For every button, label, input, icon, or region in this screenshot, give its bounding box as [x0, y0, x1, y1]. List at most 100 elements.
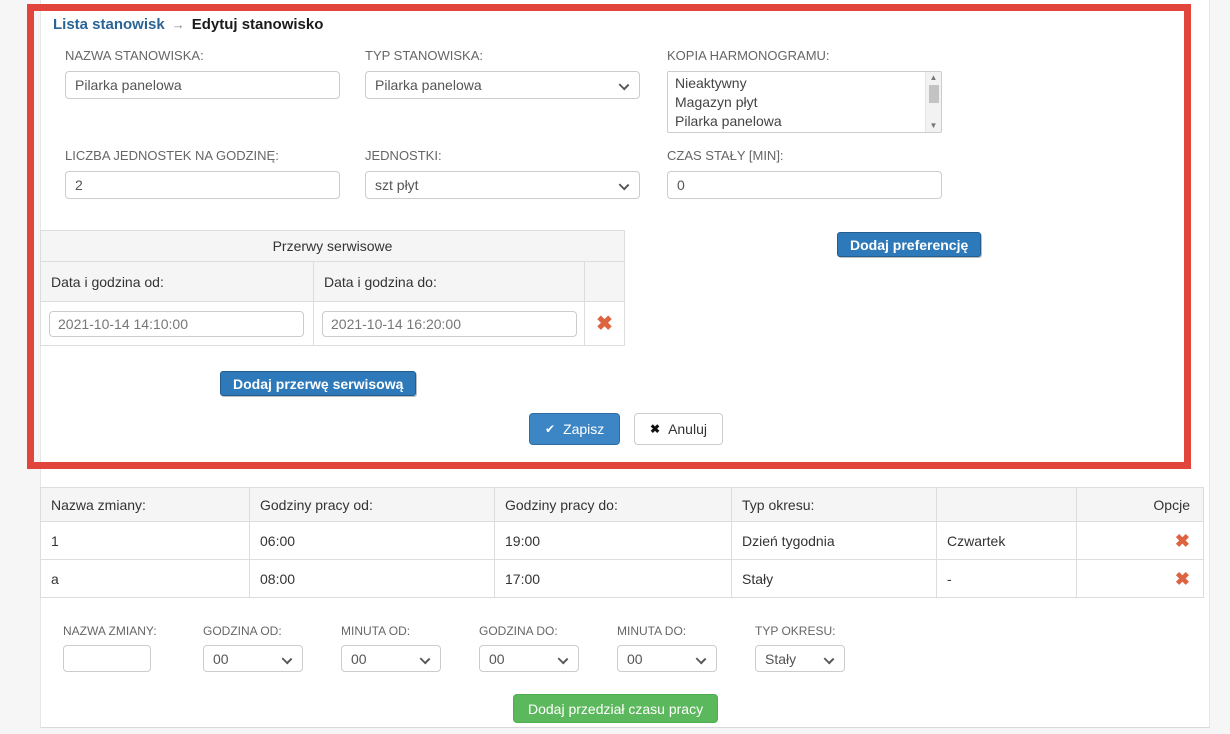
listbox-option[interactable]: Nieaktywny — [675, 75, 747, 91]
col-opcje: Opcje — [1076, 487, 1204, 522]
kopia-harmonogramu-label: KOPIA HARMONOGRAMU: — [667, 48, 830, 63]
field-czas-staly: CZAS STAŁY [MIN]: — [667, 148, 942, 199]
service-breaks-col-to: Data i godzina do: — [313, 261, 585, 302]
service-breaks-col-from: Data i godzina od: — [40, 261, 314, 302]
field-typ-okresu: TYP OKRESU: Stały — [755, 624, 845, 672]
scroll-down-icon[interactable]: ▼ — [929, 121, 938, 130]
shift-from-cell: 06:00 — [249, 521, 495, 560]
kopia-harmonogramu-listbox[interactable]: Nieaktywny Magazyn płyt Pilarka panelowa… — [667, 71, 942, 133]
break-from-cell — [40, 301, 314, 346]
breadcrumb-arrow-icon: → — [171, 17, 185, 32]
cancel-button[interactable]: ✖ Anuluj — [634, 413, 723, 445]
col-period-value — [936, 487, 1077, 522]
field-godzina-do: GODZINA DO: 00 — [479, 624, 579, 672]
nazwa-zmiany-label: NAZWA ZMIANY: — [63, 624, 157, 638]
delete-shift-icon[interactable]: ✖ — [1174, 530, 1190, 551]
typ-okresu-selected-value: Stały — [765, 650, 797, 667]
field-jednostki: JEDNOSTKI: szt płyt — [365, 148, 640, 199]
chevron-down-icon — [557, 653, 569, 665]
listbox-option[interactable]: Magazyn płyt — [675, 94, 758, 110]
nazwa-zmiany-input[interactable] — [63, 645, 151, 672]
break-to-cell — [313, 301, 585, 346]
break-from-input[interactable] — [49, 310, 304, 337]
listbox-option[interactable]: Pilarka panelowa 5 — [668, 131, 924, 132]
czas-staly-label: CZAS STAŁY [MIN]: — [667, 148, 784, 163]
break-actions-cell: ✖ — [583, 301, 626, 346]
save-button[interactable]: ✔ Zapisz — [529, 413, 621, 445]
chevron-down-icon — [823, 653, 835, 665]
field-nazwa-stanowiska: NAZWA STANOWISKA: — [65, 48, 340, 99]
shift-to-cell: 19:00 — [494, 521, 732, 560]
breadcrumb-link-lista-stanowisk[interactable]: Lista stanowisk — [53, 16, 165, 33]
table-row: 1 06:00 19:00 Dzień tygodnia Czwartek ✖ — [40, 521, 1204, 560]
field-typ-stanowiska: TYP STANOWISKA: Pilarka panelowa — [365, 48, 640, 99]
delete-break-icon[interactable]: ✖ — [596, 312, 613, 335]
minuta-do-select[interactable]: 00 — [617, 645, 717, 672]
listbox-option[interactable]: Pilarka panelowa — [675, 113, 782, 129]
typ-stanowiska-label: TYP STANOWISKA: — [365, 48, 483, 63]
scrollbar-thumb[interactable] — [928, 85, 939, 103]
col-nazwa-zmiany: Nazwa zmiany: — [40, 487, 250, 522]
chevron-down-icon — [618, 79, 630, 91]
liczba-jednostek-label: LICZBA JEDNOSTEK NA GODZINĘ: — [65, 148, 279, 163]
field-minuta-od: MINUTA OD: 00 — [341, 624, 441, 672]
chevron-down-icon — [419, 653, 431, 665]
field-godzina-od: GODZINA OD: 00 — [203, 624, 303, 672]
delete-shift-icon[interactable]: ✖ — [1174, 568, 1190, 589]
col-godziny-od: Godziny pracy od: — [249, 487, 495, 522]
service-breaks-col-actions — [583, 261, 626, 302]
field-kopia-harmonogramu: KOPIA HARMONOGRAMU: Nieaktywny Magazyn p… — [667, 48, 942, 133]
minuta-do-label: MINUTA DO: — [617, 624, 687, 638]
jednostki-selected-value: szt płyt — [375, 177, 419, 193]
listbox-options: Nieaktywny Magazyn płyt Pilarka panelowa… — [668, 74, 924, 132]
minuta-do-selected-value: 00 — [627, 650, 643, 667]
service-breaks-title: Przerwy serwisowe — [39, 230, 626, 262]
minuta-od-select[interactable]: 00 — [341, 645, 441, 672]
shift-period-value-cell: Czwartek — [936, 521, 1077, 560]
content-panel — [40, 0, 1210, 728]
field-nazwa-zmiany: NAZWA ZMIANY: — [63, 624, 157, 672]
typ-stanowiska-select[interactable]: Pilarka panelowa — [365, 71, 640, 99]
chevron-down-icon — [695, 653, 707, 665]
typ-okresu-label: TYP OKRESU: — [755, 624, 836, 638]
check-icon: ✔ — [545, 422, 556, 436]
jednostki-select[interactable]: szt płyt — [365, 171, 640, 199]
jednostki-label: JEDNOSTKI: — [365, 148, 442, 163]
cancel-button-label: Anuluj — [668, 421, 707, 437]
col-typ-okresu: Typ okresu: — [731, 487, 937, 522]
field-liczba-jednostek: LICZBA JEDNOSTEK NA GODZINĘ: — [65, 148, 340, 199]
nazwa-stanowiska-input[interactable] — [65, 71, 340, 99]
service-break-row: ✖ — [40, 301, 626, 346]
shifts-table: Nazwa zmiany: Godziny pracy od: Godziny … — [40, 487, 1204, 598]
chevron-down-icon — [618, 179, 630, 191]
add-preference-button[interactable]: Dodaj preferencję — [837, 232, 982, 257]
add-service-break-button[interactable]: Dodaj przerwę serwisową — [220, 371, 417, 396]
godzina-od-select[interactable]: 00 — [203, 645, 303, 672]
close-icon: ✖ — [650, 422, 661, 436]
field-minuta-do: MINUTA DO: 00 — [617, 624, 717, 672]
shift-actions-cell: ✖ — [1076, 559, 1204, 598]
table-row: a 08:00 17:00 Stały - ✖ — [40, 559, 1204, 598]
czas-staly-input[interactable] — [667, 171, 942, 199]
godzina-do-select[interactable]: 00 — [479, 645, 579, 672]
page-title: Edytuj stanowisko — [191, 16, 324, 33]
shift-period-value-cell: - — [936, 559, 1077, 598]
typ-stanowiska-selected-value: Pilarka panelowa — [375, 77, 482, 93]
typ-okresu-select[interactable]: Stały — [755, 645, 845, 672]
liczba-jednostek-input[interactable] — [65, 171, 340, 199]
add-work-time-range-button[interactable]: Dodaj przedział czasu pracy — [513, 694, 719, 723]
nazwa-stanowiska-label: NAZWA STANOWISKA: — [65, 48, 204, 63]
listbox-scrollbar[interactable]: ▲ ▼ — [925, 72, 941, 132]
chevron-down-icon — [281, 653, 293, 665]
godzina-od-label: GODZINA OD: — [203, 624, 282, 638]
minuta-od-label: MINUTA OD: — [341, 624, 411, 638]
save-button-label: Zapisz — [563, 421, 605, 437]
shift-period-type-cell: Dzień tygodnia — [731, 521, 937, 560]
shift-actions-cell: ✖ — [1076, 521, 1204, 560]
break-to-input[interactable] — [322, 310, 577, 337]
shift-name-cell: 1 — [40, 521, 250, 560]
breadcrumb: Lista stanowisk → Edytuj stanowisko — [53, 16, 323, 33]
shift-name-cell: a — [40, 559, 250, 598]
scroll-up-icon[interactable]: ▲ — [929, 73, 938, 82]
shift-to-cell: 17:00 — [494, 559, 732, 598]
